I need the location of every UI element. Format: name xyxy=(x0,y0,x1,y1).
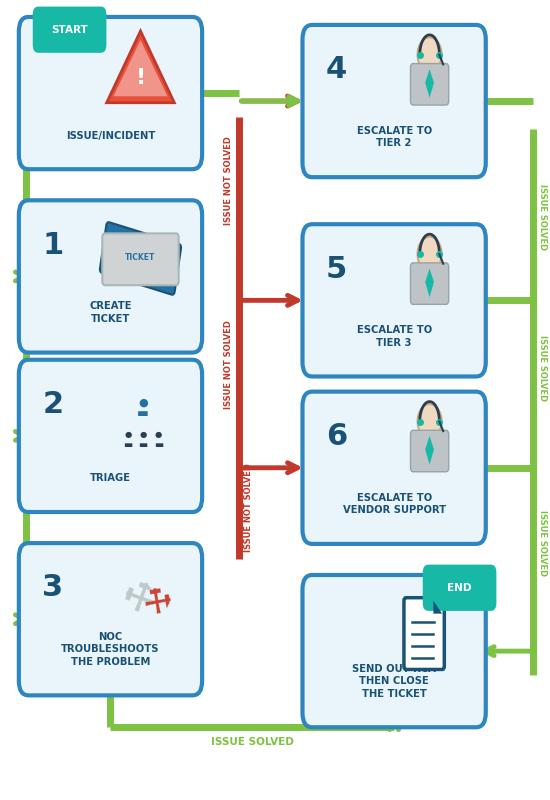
FancyBboxPatch shape xyxy=(302,25,486,177)
Text: ⚒: ⚒ xyxy=(119,577,162,622)
FancyBboxPatch shape xyxy=(102,234,179,286)
Circle shape xyxy=(417,404,442,439)
Text: ESCALATE TO
TIER 2: ESCALATE TO TIER 2 xyxy=(356,126,432,149)
FancyBboxPatch shape xyxy=(423,565,497,611)
Circle shape xyxy=(417,237,442,272)
Text: ●: ● xyxy=(140,430,147,438)
Text: START: START xyxy=(51,25,88,34)
Text: TICKET: TICKET xyxy=(125,253,156,262)
Text: 1: 1 xyxy=(42,230,64,259)
Polygon shape xyxy=(433,601,442,614)
Text: !: ! xyxy=(135,68,146,88)
Text: 3: 3 xyxy=(42,574,63,602)
Text: ▬: ▬ xyxy=(139,441,148,450)
Polygon shape xyxy=(113,40,168,96)
Polygon shape xyxy=(425,269,434,297)
Polygon shape xyxy=(107,31,174,102)
FancyBboxPatch shape xyxy=(19,200,202,353)
Text: ESCALATE TO
TIER 3: ESCALATE TO TIER 3 xyxy=(356,326,432,348)
Polygon shape xyxy=(425,436,434,465)
FancyBboxPatch shape xyxy=(19,543,202,695)
FancyBboxPatch shape xyxy=(410,263,449,304)
Text: ISSUE SOLVED: ISSUE SOLVED xyxy=(537,510,547,577)
Text: ISSUE SOLVED: ISSUE SOLVED xyxy=(537,335,547,401)
Text: ISSUE NOT SOLVED: ISSUE NOT SOLVED xyxy=(224,136,233,226)
Text: ISSUE NOT SOLVED: ISSUE NOT SOLVED xyxy=(224,320,233,409)
Text: ISSUE/INCIDENT: ISSUE/INCIDENT xyxy=(66,130,155,141)
Text: 4: 4 xyxy=(326,55,347,84)
FancyBboxPatch shape xyxy=(100,222,181,294)
Text: 2: 2 xyxy=(42,390,63,419)
FancyBboxPatch shape xyxy=(19,360,202,512)
Text: ▬: ▬ xyxy=(123,441,133,450)
Text: ISSUE SOLVED: ISSUE SOLVED xyxy=(537,183,547,250)
Text: CREATE
TICKET: CREATE TICKET xyxy=(89,302,132,324)
Circle shape xyxy=(417,38,442,72)
Text: TRIAGE: TRIAGE xyxy=(90,474,131,483)
Text: NOC
TROUBLESHOOTS
THE PROBLEM: NOC TROUBLESHOOTS THE PROBLEM xyxy=(61,632,160,666)
FancyBboxPatch shape xyxy=(19,17,202,170)
Text: ●: ● xyxy=(155,430,162,438)
Text: ISSUE NOT SOLVED: ISSUE NOT SOLVED xyxy=(244,463,253,552)
Text: SEND OUT RCA
THEN CLOSE
THE TICKET: SEND OUT RCA THEN CLOSE THE TICKET xyxy=(352,664,436,698)
Text: ESCALATE TO
VENDOR SUPPORT: ESCALATE TO VENDOR SUPPORT xyxy=(343,493,446,515)
FancyBboxPatch shape xyxy=(410,430,449,472)
FancyBboxPatch shape xyxy=(302,392,486,544)
Text: ●: ● xyxy=(139,398,148,407)
FancyBboxPatch shape xyxy=(33,6,106,53)
FancyBboxPatch shape xyxy=(302,224,486,377)
Text: ISSUE SOLVED: ISSUE SOLVED xyxy=(211,738,294,747)
Polygon shape xyxy=(425,69,434,98)
Text: ▬: ▬ xyxy=(138,407,149,420)
Text: ▬: ▬ xyxy=(154,441,163,450)
FancyBboxPatch shape xyxy=(404,598,444,670)
FancyBboxPatch shape xyxy=(302,575,486,727)
Text: 5: 5 xyxy=(326,254,347,283)
Text: ●: ● xyxy=(124,430,131,438)
Text: END: END xyxy=(447,582,472,593)
Text: ⚒: ⚒ xyxy=(135,583,174,623)
Text: 6: 6 xyxy=(326,422,347,451)
FancyBboxPatch shape xyxy=(410,63,449,105)
